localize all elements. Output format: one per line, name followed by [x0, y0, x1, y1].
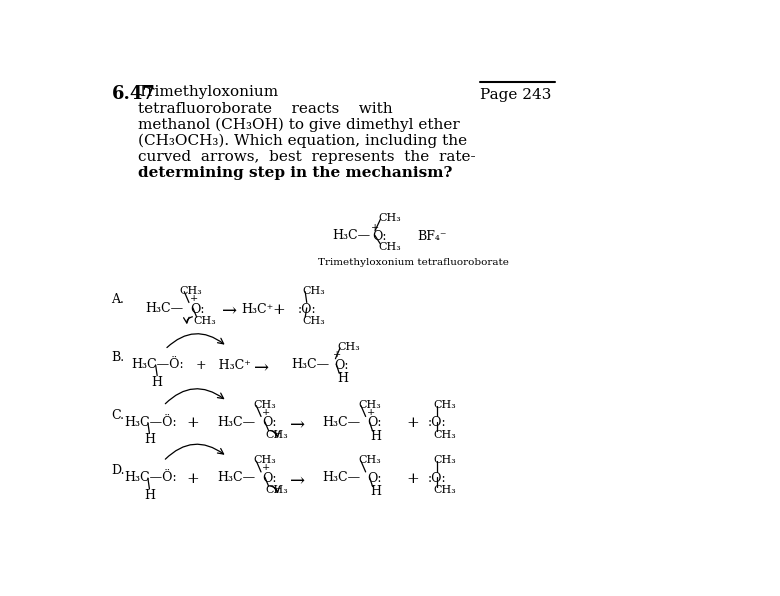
- Text: +: +: [186, 417, 200, 430]
- Text: O:: O:: [367, 472, 381, 485]
- Text: →: →: [254, 359, 269, 377]
- Text: O:: O:: [367, 417, 381, 430]
- Text: H₃C—: H₃C—: [322, 471, 360, 484]
- Text: CH₃: CH₃: [193, 316, 216, 325]
- Text: O:: O:: [263, 417, 277, 430]
- Text: CH₃: CH₃: [302, 316, 324, 325]
- Text: methanol (CH₃OH) to give dimethyl ether: methanol (CH₃OH) to give dimethyl ether: [138, 118, 459, 132]
- Text: CH₃: CH₃: [254, 399, 276, 409]
- Text: C.: C.: [112, 409, 125, 422]
- Text: O:: O:: [373, 230, 387, 243]
- Text: Page 243: Page 243: [480, 88, 551, 103]
- Text: H: H: [370, 430, 381, 443]
- Text: :O:: :O:: [427, 472, 446, 485]
- Text: CH₃: CH₃: [179, 285, 202, 296]
- Text: H: H: [144, 489, 155, 502]
- Text: curved  arrows,  best  represents  the  rate-: curved arrows, best represents the rate-: [138, 150, 476, 164]
- Text: +: +: [333, 350, 342, 359]
- Text: D.: D.: [112, 464, 125, 477]
- Text: →: →: [289, 472, 305, 490]
- Text: BF₄⁻: BF₄⁻: [417, 230, 447, 243]
- Text: CH₃: CH₃: [266, 430, 289, 440]
- Text: CH₃: CH₃: [433, 485, 456, 495]
- Text: →: →: [222, 303, 236, 321]
- Text: H₃C⁺: H₃C⁺: [241, 303, 273, 315]
- Text: H₃C—Ö:: H₃C—Ö:: [131, 358, 183, 371]
- Text: +: +: [262, 408, 270, 417]
- Text: CH₃: CH₃: [302, 285, 324, 296]
- Text: A.: A.: [112, 293, 124, 306]
- Text: H₃C—: H₃C—: [332, 229, 370, 243]
- Text: CH₃: CH₃: [338, 342, 360, 352]
- Text: CH₃: CH₃: [379, 243, 402, 253]
- Text: CH₃: CH₃: [254, 455, 276, 465]
- Text: :O:: :O:: [297, 303, 316, 315]
- Text: CH₃: CH₃: [266, 485, 289, 495]
- Text: Trimethyloxonium: Trimethyloxonium: [138, 85, 279, 100]
- Text: H: H: [337, 372, 348, 385]
- Text: (CH₃OCH₃). Which equation, including the: (CH₃OCH₃). Which equation, including the: [138, 134, 467, 148]
- Text: +: +: [406, 417, 419, 430]
- Text: H₃C—Ö:: H₃C—Ö:: [125, 471, 177, 484]
- Text: O:: O:: [263, 472, 277, 485]
- Text: H₃C—: H₃C—: [218, 471, 256, 484]
- Text: tetrafluoroborate    reacts    with: tetrafluoroborate reacts with: [138, 101, 392, 116]
- Text: B.: B.: [112, 351, 125, 364]
- Text: H₃C—: H₃C—: [218, 416, 256, 429]
- Text: CH₃: CH₃: [433, 455, 456, 465]
- Text: H₃C—: H₃C—: [291, 358, 329, 371]
- Text: O:: O:: [190, 303, 205, 315]
- Text: H: H: [370, 485, 381, 498]
- Text: CH₃: CH₃: [433, 399, 456, 409]
- Text: H₃C—: H₃C—: [322, 416, 360, 429]
- Text: CH₃: CH₃: [433, 430, 456, 440]
- Text: H: H: [152, 375, 163, 389]
- Text: +: +: [371, 224, 379, 232]
- Text: CH₃: CH₃: [379, 213, 402, 223]
- Text: H: H: [144, 433, 155, 446]
- Text: +: +: [190, 294, 198, 303]
- Text: +: +: [367, 408, 374, 417]
- Text: +: +: [406, 472, 419, 486]
- Text: CH₃: CH₃: [358, 455, 381, 465]
- Text: +: +: [262, 464, 270, 473]
- Text: 6.47: 6.47: [112, 85, 155, 103]
- Text: Trimethyloxonium tetrafluoroborate: Trimethyloxonium tetrafluoroborate: [317, 258, 509, 267]
- Text: +: +: [272, 303, 285, 316]
- Text: →: →: [289, 417, 305, 434]
- Text: +   H₃C⁺: + H₃C⁺: [196, 359, 251, 372]
- Text: O:: O:: [334, 359, 349, 372]
- Text: H₃C—: H₃C—: [146, 302, 183, 315]
- Text: determining step in the mechanism?: determining step in the mechanism?: [138, 166, 452, 180]
- Text: H₃C—Ö:: H₃C—Ö:: [125, 416, 177, 429]
- Text: +: +: [186, 472, 200, 486]
- Text: :O:: :O:: [427, 417, 446, 430]
- Text: CH₃: CH₃: [358, 399, 381, 409]
